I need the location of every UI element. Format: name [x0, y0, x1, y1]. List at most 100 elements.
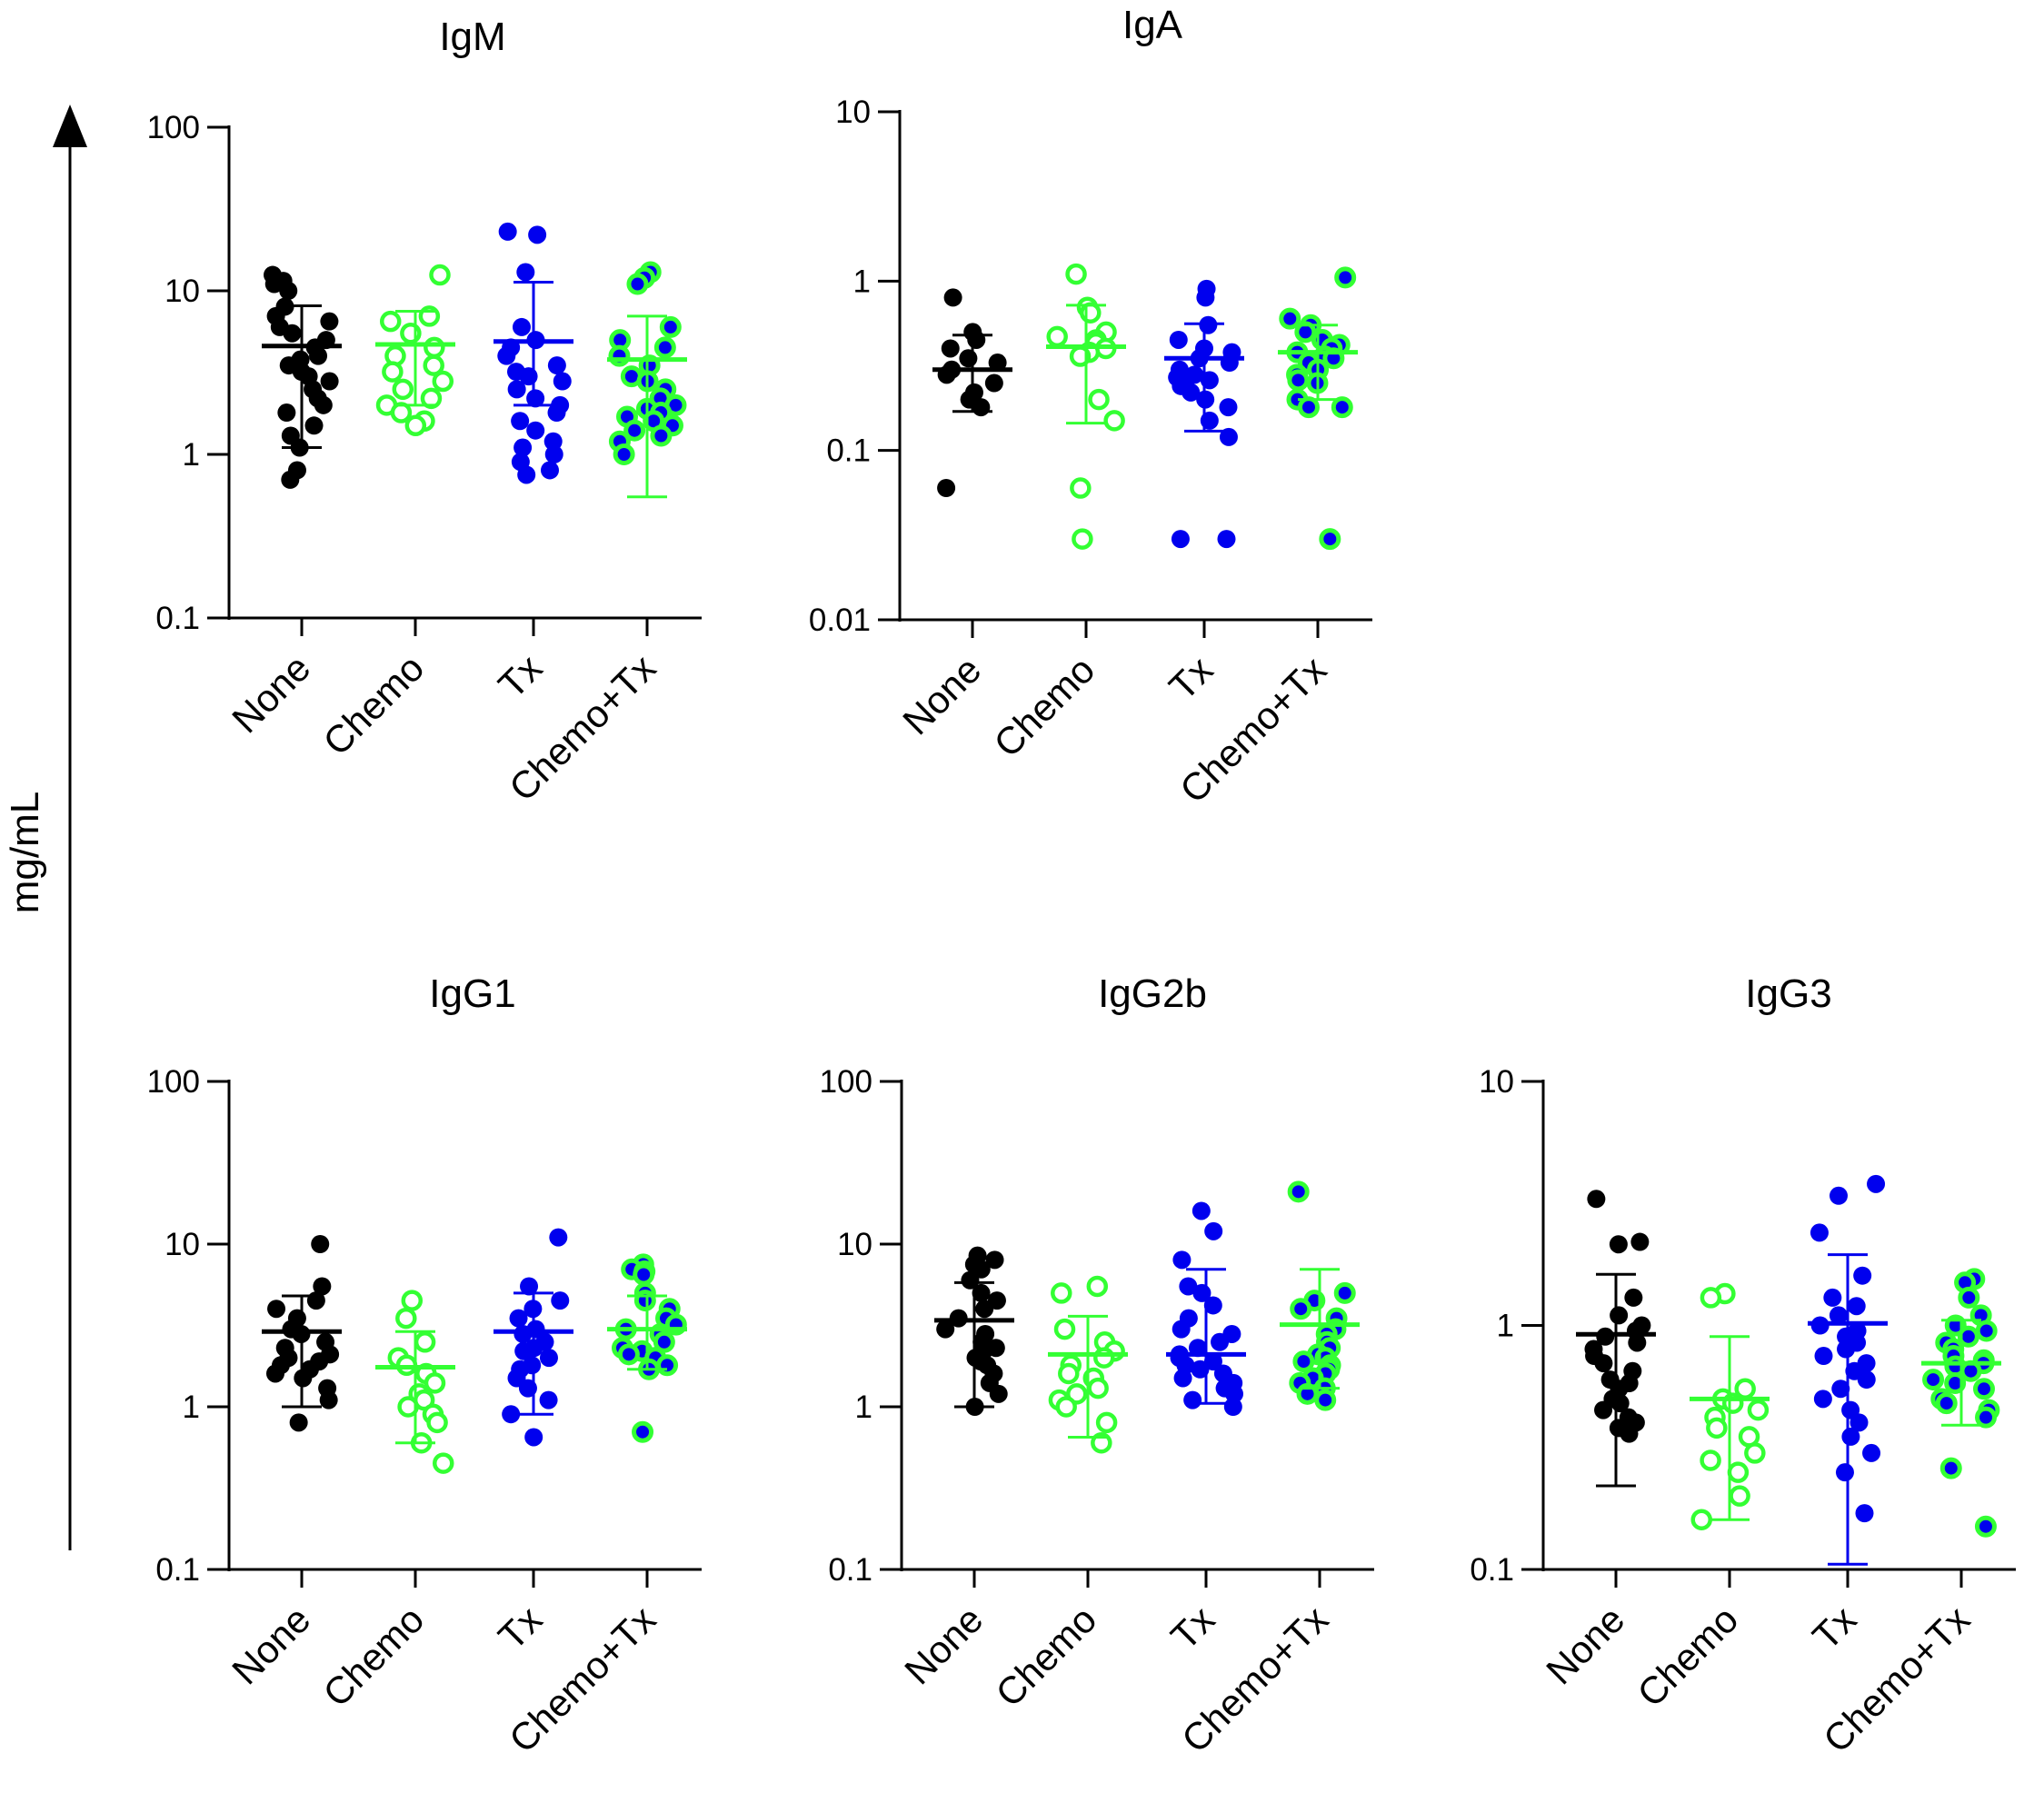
data-point: [397, 1396, 419, 1418]
data-point: [1814, 1347, 1833, 1366]
data-point: [277, 403, 296, 423]
y-tick-label: 0.1: [828, 1552, 872, 1588]
data-point: [1610, 1306, 1629, 1325]
data-point: [1088, 388, 1110, 411]
data-point: [289, 1413, 308, 1432]
data-point: [313, 1277, 332, 1296]
data-point: [1850, 1413, 1869, 1432]
data-point: [1287, 369, 1310, 392]
data-point: [1975, 1406, 1998, 1429]
group-chemo: [1048, 1275, 1128, 1454]
data-point: [423, 354, 444, 376]
data-point: [959, 349, 978, 368]
data-point: [1620, 1424, 1639, 1443]
x-tick-label: Chemo: [987, 1598, 1104, 1715]
data-point: [1058, 1362, 1080, 1385]
panel-title: IgG1: [429, 971, 515, 1016]
data-point: [1182, 383, 1201, 402]
data-point: [1171, 530, 1190, 549]
data-point: [404, 414, 427, 437]
data-point: [626, 273, 649, 295]
data-point: [632, 1420, 654, 1443]
data-point: [395, 1307, 417, 1330]
data-point: [547, 356, 566, 375]
x-tick-label: None: [224, 646, 318, 741]
data-point: [1628, 1333, 1647, 1352]
data-point: [1223, 1398, 1242, 1416]
data-point: [1072, 528, 1093, 550]
data-point: [1333, 1281, 1356, 1304]
group-tx: [1164, 279, 1244, 549]
data-point: [613, 443, 635, 465]
data-point: [1086, 1275, 1109, 1298]
data-point: [539, 1390, 558, 1409]
data-point: [426, 1411, 448, 1434]
data-point: [1211, 1332, 1230, 1351]
data-point: [509, 1309, 528, 1328]
data-point: [1630, 1232, 1650, 1251]
data-point: [1053, 1318, 1076, 1340]
group-chemo: [1690, 1282, 1770, 1530]
group-chemo-tx: [607, 261, 687, 499]
group-tx: [494, 1228, 573, 1447]
data-point: [390, 402, 413, 423]
x-tick-label: Tx: [490, 1598, 550, 1658]
data-point: [1829, 1186, 1848, 1205]
data-point: [1314, 1389, 1337, 1411]
data-point: [1855, 1504, 1874, 1523]
y-tick-label: 0.01: [809, 603, 871, 638]
data-point: [1841, 1427, 1860, 1446]
data-point: [1051, 1282, 1072, 1304]
data-point: [975, 1300, 994, 1319]
data-point: [401, 1290, 424, 1311]
x-tick-label: Tx: [1804, 1598, 1864, 1658]
y-tick-label: 1: [853, 264, 871, 299]
data-point: [279, 282, 298, 300]
data-point: [1847, 1297, 1866, 1316]
data-point: [420, 387, 443, 410]
data-point: [1700, 1449, 1721, 1471]
data-point: [1867, 1174, 1886, 1193]
data-point: [1587, 1190, 1606, 1209]
data-point: [1862, 1443, 1881, 1462]
data-point: [1046, 325, 1068, 348]
x-tick-label: None: [894, 648, 989, 742]
group-chemo-tx: [607, 1253, 687, 1443]
data-point: [314, 395, 333, 414]
y-tick-label: 10: [165, 1227, 200, 1262]
data-point: [543, 432, 563, 451]
x-tick-label: Tx: [490, 646, 550, 706]
data-point: [633, 1290, 656, 1312]
x-tick-label: None: [896, 1598, 991, 1692]
data-point: [1196, 288, 1215, 307]
data-point: [984, 374, 1003, 393]
data-point: [653, 1330, 675, 1353]
group-none: [934, 1246, 1014, 1416]
data-point: [985, 1250, 1004, 1270]
group-chemo-tx: [1278, 266, 1358, 551]
y-tick-label: 1: [183, 1390, 200, 1425]
data-point: [517, 465, 536, 484]
data-point: [1093, 1347, 1115, 1369]
data-point: [424, 336, 445, 359]
data-point: [541, 461, 560, 480]
data-point: [1169, 330, 1188, 349]
group-chemo-tx: [1280, 1180, 1360, 1411]
data-point: [1624, 1288, 1643, 1307]
data-point: [1055, 1396, 1077, 1418]
data-point: [1747, 1399, 1770, 1421]
data-point: [520, 1277, 539, 1296]
data-point: [1837, 1340, 1856, 1359]
x-tick-label: Tx: [1162, 1598, 1222, 1658]
data-point: [1203, 1296, 1222, 1315]
data-point: [988, 354, 1007, 373]
data-point: [972, 1260, 991, 1279]
data-point: [283, 324, 302, 343]
data-point: [1294, 321, 1317, 344]
data-point: [1065, 263, 1087, 285]
data-point: [1975, 1320, 1998, 1342]
data-point: [281, 470, 300, 489]
group-chemo: [375, 1290, 455, 1474]
data-point: [1939, 1457, 1962, 1479]
y-tick-label: 10: [837, 1227, 872, 1262]
